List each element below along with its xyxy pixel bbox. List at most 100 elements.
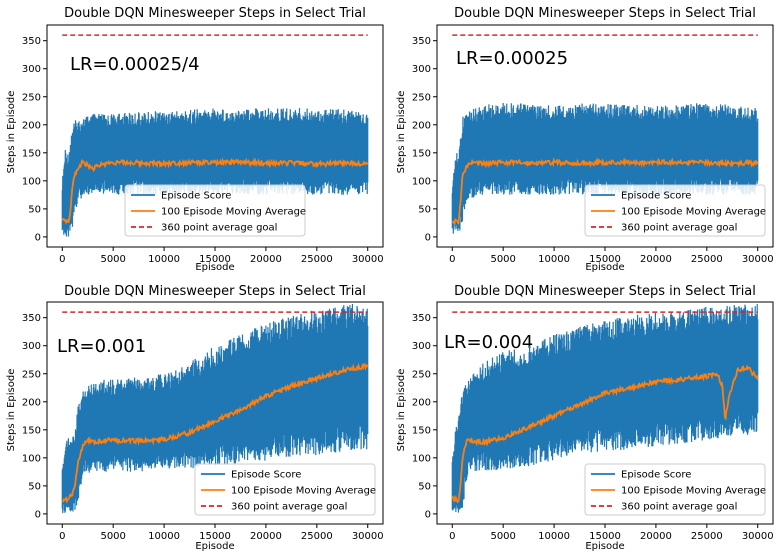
- learning-rate-annotation: LR=0.001: [57, 336, 146, 357]
- x-tick-label: 30000: [352, 254, 384, 265]
- legend-label: Episode Score: [231, 470, 301, 481]
- episode-score-series: [61, 108, 369, 237]
- x-tick-label: 25000: [301, 254, 333, 265]
- y-tick-label: 50: [28, 481, 41, 492]
- moving-average-series: [451, 156, 759, 226]
- chart-panel: Double DQN Minesweeper Steps in Select T…: [6, 284, 384, 552]
- x-tick-label: 15000: [199, 254, 231, 265]
- y-tick-label: 100: [412, 176, 431, 187]
- y-tick-label: 300: [412, 341, 431, 352]
- legend-box: [584, 184, 766, 237]
- x-axis-label: Episode: [585, 262, 624, 273]
- y-tick-label: 200: [412, 397, 431, 408]
- chart-panel: Double DQN Minesweeper Steps in Select T…: [396, 284, 774, 552]
- learning-rate-annotation: LR=0.00025/4: [70, 54, 200, 75]
- y-tick-label: 250: [22, 369, 41, 380]
- x-tick-label: 0: [449, 531, 455, 542]
- legend: Episode Score 100 Episode Moving Average 3…: [194, 463, 376, 516]
- x-axis-label: Episode: [195, 541, 234, 552]
- y-axis-label: Steps in Episode: [6, 369, 17, 452]
- y-tick-label: 250: [412, 92, 431, 103]
- y-tick-label: 350: [412, 313, 431, 324]
- y-tick-label: 100: [22, 453, 41, 464]
- legend-label: 360 point average goal: [231, 502, 347, 513]
- y-axis-label: Steps in Episode: [6, 91, 17, 174]
- y-tick-label: 100: [22, 176, 41, 187]
- y-tick-label: 300: [22, 64, 41, 75]
- y-tick-label: 350: [412, 36, 431, 47]
- x-tick-label: 15000: [199, 531, 231, 542]
- y-tick-label: 0: [35, 232, 41, 243]
- x-axis-label: Episode: [585, 541, 624, 552]
- x-tick-label: 5000: [100, 254, 125, 265]
- y-tick-label: 300: [412, 64, 431, 75]
- y-tick-label: 350: [22, 36, 41, 47]
- legend-label: Episode Score: [161, 191, 231, 202]
- legend-box: [124, 184, 306, 237]
- y-tick-label: 300: [22, 341, 41, 352]
- y-tick-label: 150: [22, 425, 41, 436]
- y-tick-label: 200: [22, 397, 41, 408]
- x-tick-label: 5000: [100, 531, 125, 542]
- y-tick-label: 0: [425, 232, 431, 243]
- legend-label: Episode Score: [621, 470, 691, 481]
- moving-average-series: [451, 364, 759, 504]
- x-tick-label: 10000: [538, 531, 570, 542]
- x-tick-label: 10000: [148, 531, 180, 542]
- x-tick-label: 10000: [148, 254, 180, 265]
- legend-box: [194, 463, 376, 516]
- learning-rate-annotation: LR=0.004: [444, 332, 533, 353]
- y-tick-label: 150: [22, 148, 41, 159]
- y-tick-label: 0: [35, 509, 41, 520]
- chart-panel: Double DQN Minesweeper Steps in Select T…: [396, 6, 774, 273]
- x-tick-label: 30000: [742, 531, 774, 542]
- x-tick-label: 0: [59, 254, 65, 265]
- legend-label: Episode Score: [621, 191, 691, 202]
- x-tick-label: 5000: [490, 254, 515, 265]
- y-tick-label: 200: [412, 120, 431, 131]
- y-tick-label: 250: [412, 369, 431, 380]
- x-tick-label: 10000: [538, 254, 570, 265]
- legend: Episode Score 100 Episode Moving Average 3…: [124, 184, 306, 237]
- episode-score-series: [451, 303, 759, 513]
- legend-label: 100 Episode Moving Average: [161, 207, 306, 218]
- chart-panel: Double DQN Minesweeper Steps in Select T…: [6, 6, 384, 273]
- moving-average-series: [61, 157, 369, 225]
- legend-box: [584, 463, 766, 516]
- y-tick-label: 250: [22, 92, 41, 103]
- legend-label: 360 point average goal: [161, 223, 277, 234]
- learning-rate-annotation: LR=0.00025: [456, 48, 568, 69]
- y-tick-label: 350: [22, 313, 41, 324]
- x-tick-label: 5000: [490, 531, 515, 542]
- legend: Episode Score 100 Episode Moving Average 3…: [584, 184, 766, 237]
- x-tick-label: 20000: [250, 531, 282, 542]
- y-tick-label: 150: [412, 148, 431, 159]
- chart-title: Double DQN Minesweeper Steps in Select T…: [64, 284, 366, 299]
- x-tick-label: 25000: [691, 531, 723, 542]
- moving-average-series: [62, 362, 369, 504]
- x-tick-label: 25000: [301, 531, 333, 542]
- x-tick-label: 20000: [250, 254, 282, 265]
- y-axis-label: Steps in Episode: [396, 369, 407, 452]
- chart-title: Double DQN Minesweeper Steps in Select T…: [64, 6, 366, 21]
- x-tick-label: 15000: [589, 531, 621, 542]
- y-tick-label: 150: [412, 425, 431, 436]
- y-tick-label: 50: [418, 204, 431, 215]
- legend-label: 100 Episode Moving Average: [621, 486, 766, 497]
- chart-title: Double DQN Minesweeper Steps in Select T…: [454, 6, 756, 21]
- x-tick-label: 20000: [640, 531, 672, 542]
- y-tick-label: 100: [412, 453, 431, 464]
- x-tick-label: 0: [59, 531, 65, 542]
- x-tick-label: 25000: [691, 254, 723, 265]
- episode-score-series: [451, 102, 759, 234]
- episode-score-series: [61, 304, 369, 513]
- legend-label: 100 Episode Moving Average: [231, 486, 376, 497]
- y-tick-label: 50: [28, 204, 41, 215]
- legend-label: 100 Episode Moving Average: [621, 207, 766, 218]
- x-tick-label: 15000: [589, 254, 621, 265]
- legend-label: 360 point average goal: [621, 223, 737, 234]
- y-tick-label: 200: [22, 120, 41, 131]
- legend: Episode Score 100 Episode Moving Average 3…: [584, 463, 766, 516]
- chart-title: Double DQN Minesweeper Steps in Select T…: [454, 284, 756, 299]
